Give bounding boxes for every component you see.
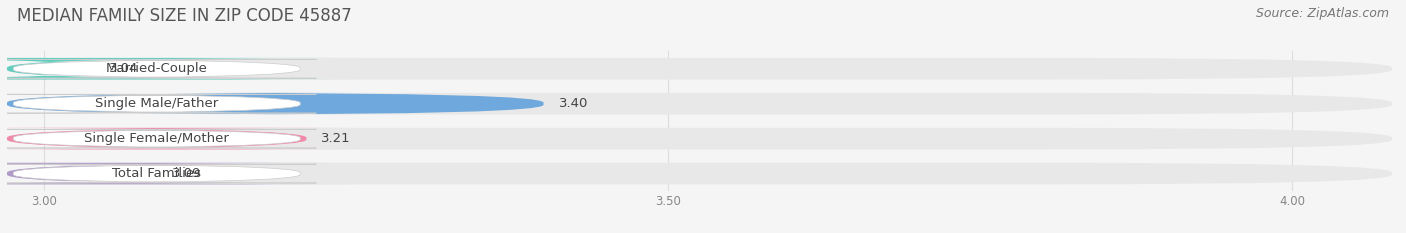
Text: MEDIAN FAMILY SIZE IN ZIP CODE 45887: MEDIAN FAMILY SIZE IN ZIP CODE 45887 (17, 7, 352, 25)
FancyBboxPatch shape (7, 58, 1392, 80)
FancyBboxPatch shape (0, 128, 356, 150)
Text: Source: ZipAtlas.com: Source: ZipAtlas.com (1256, 7, 1389, 20)
Text: Single Male/Father: Single Male/Father (96, 97, 218, 110)
FancyBboxPatch shape (0, 59, 316, 78)
FancyBboxPatch shape (0, 163, 356, 185)
Text: 3.09: 3.09 (172, 167, 201, 180)
FancyBboxPatch shape (0, 94, 316, 113)
FancyBboxPatch shape (0, 164, 316, 183)
Text: 3.40: 3.40 (558, 97, 588, 110)
Text: Married-Couple: Married-Couple (105, 62, 208, 75)
Text: 3.04: 3.04 (110, 62, 139, 75)
Text: Total Families: Total Families (112, 167, 201, 180)
FancyBboxPatch shape (7, 163, 1392, 185)
FancyBboxPatch shape (7, 93, 544, 115)
FancyBboxPatch shape (0, 58, 356, 80)
Text: 3.21: 3.21 (322, 132, 352, 145)
FancyBboxPatch shape (0, 129, 316, 148)
FancyBboxPatch shape (7, 93, 1392, 115)
FancyBboxPatch shape (7, 128, 1392, 150)
Text: Single Female/Mother: Single Female/Mother (84, 132, 229, 145)
